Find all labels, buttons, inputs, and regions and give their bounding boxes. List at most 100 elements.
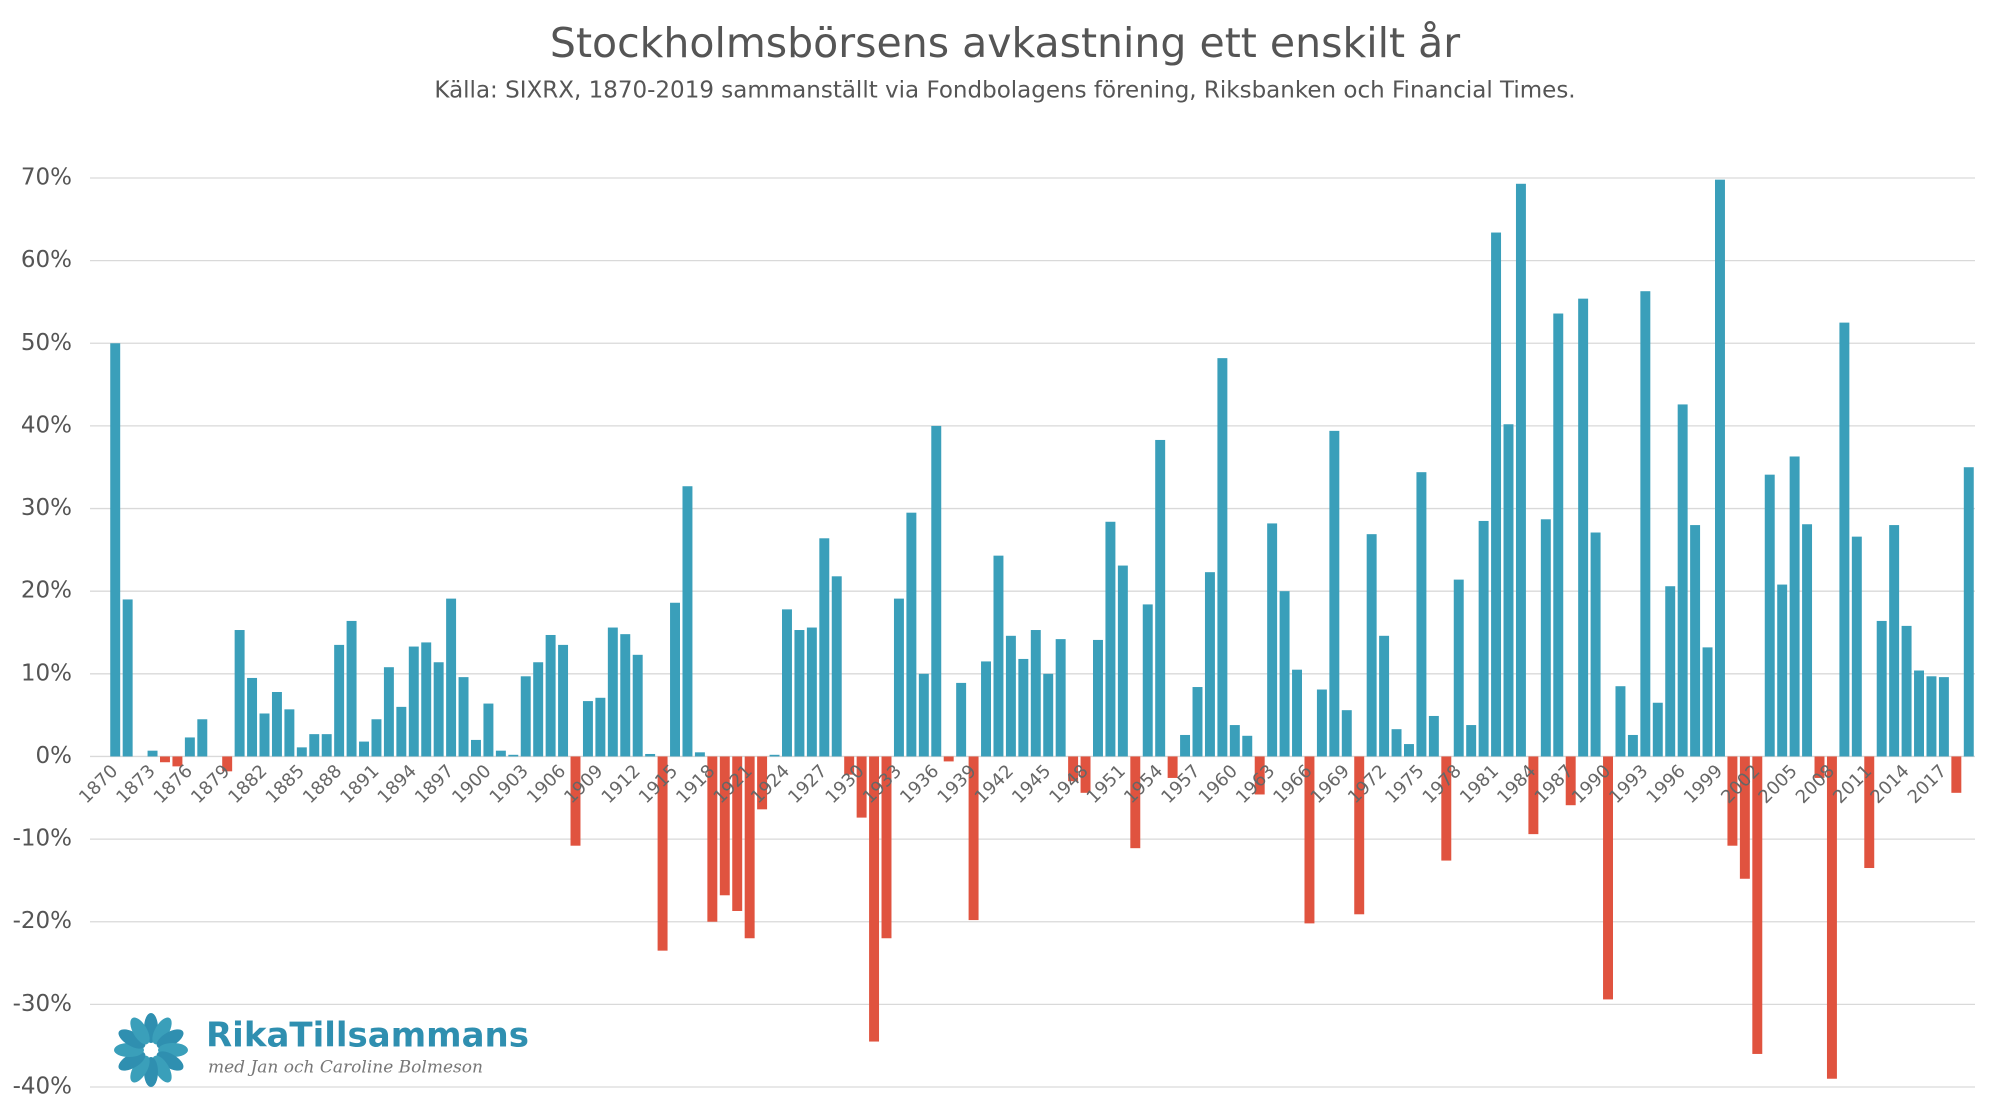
bar [1093,639,1103,757]
bar [1379,635,1390,757]
bar [1764,474,1775,757]
bar [408,646,419,757]
bar [1515,183,1526,757]
y-tick-label: -20% [13,908,72,934]
bar [110,343,121,757]
bar [744,756,755,939]
bar [1627,734,1638,757]
bar [943,756,954,762]
bar [1155,439,1166,757]
y-tick-label: 10% [21,660,72,686]
bar [831,576,842,757]
x-tick-label: 1873 [112,761,159,808]
bar [471,739,481,757]
bar [1304,756,1315,924]
bar [582,701,593,757]
bar [184,737,195,757]
bar [1839,322,1850,757]
bar [1130,756,1141,849]
bar [1727,756,1738,846]
bar [1665,586,1676,757]
x-tick-label: 1945 [1008,761,1055,808]
y-tick-label: -10% [13,826,72,852]
bar [732,756,743,911]
bar [1864,756,1875,869]
x-tick-label: 1900 [448,761,495,808]
bar [1478,520,1489,757]
y-tick-label: -30% [13,991,72,1017]
bar [271,691,282,757]
bar [1254,756,1265,795]
bar [1491,232,1502,757]
bar [147,750,158,757]
bar [433,662,444,757]
bar [595,697,606,757]
bar [620,634,631,757]
y-tick-label: 50% [21,330,72,356]
bar [1068,756,1079,782]
bar [981,661,991,757]
bar [570,756,581,846]
bar [906,512,917,757]
logo-name: RikaTillsammans [206,1016,529,1056]
bar [1963,467,1974,757]
bar [1914,670,1924,757]
bar [632,654,643,757]
bar [1640,291,1651,757]
x-tick-label: 1981 [1456,761,1503,808]
y-tick-label: 60% [21,247,72,273]
y-tick-label: 70% [21,165,72,191]
bar [1814,756,1825,778]
bar [296,747,307,757]
bar [334,644,345,757]
x-tick-label: 1894 [374,761,421,808]
bar [657,756,668,951]
y-tick-label: 30% [21,495,72,521]
bar [533,662,544,757]
bar [1826,756,1837,1079]
bar [1366,534,1377,757]
bar [1553,313,1564,757]
labels: -40% -30% -20% -10% 0% 10% 20% 30% 40% 50% 60% 70% 1… [13,165,1951,1100]
bar [1204,572,1215,757]
bar [160,756,170,763]
bar [1242,735,1253,757]
bar [346,620,357,757]
bar [918,673,929,757]
bar [1739,756,1750,879]
bar [856,756,867,818]
x-tick-label: 1975 [1381,761,1428,808]
x-tick-label: 1996 [1642,761,1689,808]
bar [1404,744,1414,757]
bar [1341,710,1352,757]
bar [607,627,618,757]
bar [893,598,904,757]
x-tick-label: 1909 [560,761,607,808]
bar [284,709,295,757]
bar [1615,686,1626,757]
bar [757,756,768,810]
y-tick-label: 20% [21,578,72,604]
bar [309,734,320,757]
bar [1142,604,1153,757]
bar [545,634,556,757]
x-tick-label: 1927 [784,761,831,808]
bar [1453,579,1464,757]
x-tick-label: 1885 [262,761,309,808]
bar [383,667,394,757]
bar [645,753,656,757]
bar [1926,676,1937,757]
bar [968,756,979,921]
y-tick-label: 40% [21,412,72,438]
bar [1055,639,1066,757]
bar [1316,689,1327,757]
bar [1578,298,1589,757]
bar [1391,729,1402,757]
bar [1565,756,1576,806]
bar [1105,521,1116,757]
x-tick-label: 1954 [1120,761,1167,808]
bar [719,756,730,896]
bar [1192,687,1203,757]
bar [1590,532,1601,757]
